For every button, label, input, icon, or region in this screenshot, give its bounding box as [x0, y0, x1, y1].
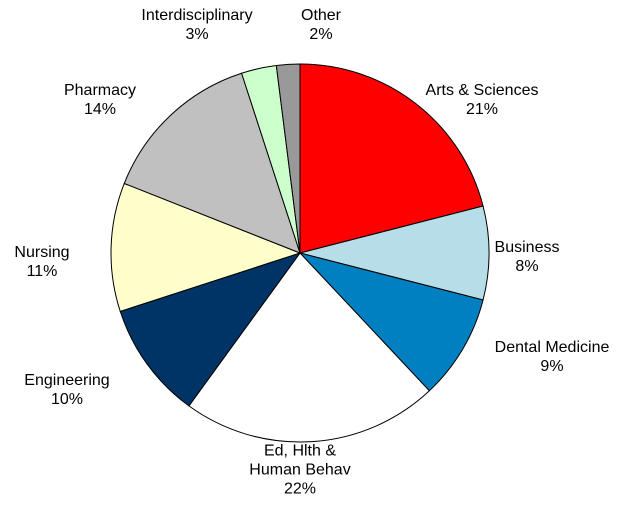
pie-slice	[275, 63, 301, 254]
slice-label: Ed, Hlth & Human Behav 22%	[237, 442, 363, 499]
slice-label: Pharmacy 14%	[64, 81, 136, 119]
pie-slice	[110, 182, 302, 313]
category-label: Interdisciplinary	[141, 7, 253, 24]
pie-slice	[299, 63, 484, 254]
category-label: Other	[300, 7, 342, 24]
category-label: Ed, Hlth & Human Behav	[249, 442, 351, 479]
category-label: Business	[494, 239, 560, 256]
value-label: 14%	[83, 101, 117, 118]
category-label: Dental Medicine	[494, 339, 610, 356]
value-label: 2%	[309, 26, 333, 43]
slice-label: Other 2%	[301, 6, 341, 44]
value-label: 22%	[283, 480, 317, 498]
slice-label: Arts & Sciences 21%	[426, 81, 539, 119]
value-label: 3%	[185, 26, 209, 43]
slice-label: Nursing 11%	[14, 243, 69, 281]
category-label: Pharmacy	[63, 82, 137, 99]
pie-slice	[299, 205, 490, 301]
pie-slice	[119, 252, 302, 407]
value-label: 11%	[26, 263, 58, 280]
slice-label: Business 8%	[495, 238, 560, 276]
pie-slice	[298, 252, 484, 392]
value-label: 21%	[465, 101, 499, 118]
value-label: 8%	[515, 258, 539, 275]
slice-label: Dental Medicine 9%	[495, 338, 610, 376]
category-label: Arts & Sciences	[425, 82, 539, 99]
category-label: Nursing	[14, 244, 70, 261]
slice-label: Interdisciplinary 3%	[141, 6, 252, 44]
category-label: Engineering	[24, 372, 110, 389]
pie-slice	[188, 252, 431, 443]
value-label: 9%	[540, 358, 564, 375]
slice-label: Engineering 10%	[24, 371, 109, 409]
value-label: 10%	[50, 391, 84, 408]
